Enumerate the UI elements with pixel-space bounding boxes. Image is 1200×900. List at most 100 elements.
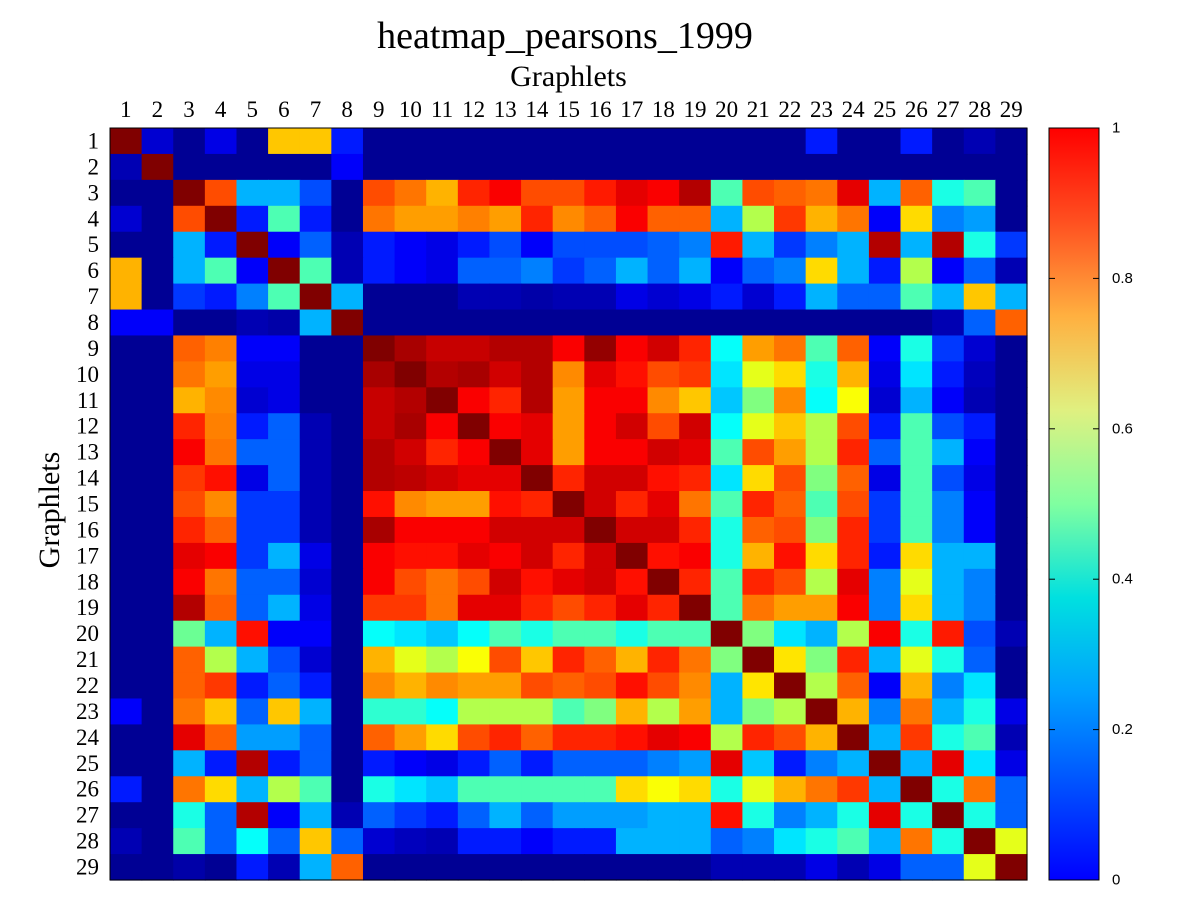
y-tick-label: 2 <box>88 154 100 179</box>
heatmap-cell <box>426 205 459 233</box>
heatmap-cell <box>268 724 301 751</box>
heatmap-cell <box>932 698 965 726</box>
heatmap-cell <box>932 335 965 362</box>
heatmap-cell <box>995 128 1028 155</box>
heatmap-cell <box>963 568 996 596</box>
heatmap-cell <box>394 361 427 388</box>
heatmap-cell <box>679 646 712 674</box>
heatmap-cell <box>110 335 143 362</box>
heatmap-cell <box>204 128 238 155</box>
heatmap-cell <box>742 802 775 829</box>
x-tick-label: 9 <box>373 97 385 122</box>
heatmap-cell <box>837 335 870 362</box>
heatmap-cell <box>521 854 554 881</box>
heatmap-cell <box>963 516 996 544</box>
heatmap-cell <box>679 828 712 855</box>
heatmap-cell <box>584 257 617 285</box>
heatmap-cell <box>204 646 238 674</box>
heatmap-cell <box>552 594 585 622</box>
heatmap-cell <box>932 828 965 855</box>
heatmap-cell <box>236 128 269 155</box>
heatmap-cell <box>900 542 933 570</box>
heatmap-cell <box>932 802 965 829</box>
heatmap-cell <box>995 724 1028 751</box>
heatmap-cell <box>426 724 459 751</box>
heatmap-cell <box>995 776 1028 803</box>
heatmap-cell <box>647 361 680 388</box>
heatmap-cell <box>141 620 174 648</box>
heatmap-cell <box>204 309 238 337</box>
heatmap-cell <box>141 283 174 311</box>
heatmap-cell <box>995 283 1028 311</box>
heatmap-cell <box>141 361 174 388</box>
heatmap-cell <box>299 542 332 570</box>
heatmap-cell <box>615 231 649 259</box>
heatmap-cell <box>299 516 332 544</box>
heatmap-cell <box>489 672 522 700</box>
heatmap-cell <box>647 776 680 803</box>
heatmap-cell <box>204 542 238 570</box>
heatmap-cell <box>426 698 459 726</box>
heatmap-cell <box>426 283 459 311</box>
heatmap-cell <box>774 128 807 155</box>
heatmap-cell <box>742 309 775 337</box>
heatmap-cell <box>204 750 238 777</box>
heatmap-cell <box>110 205 143 233</box>
heatmap-cell <box>394 568 427 596</box>
heatmap-cell <box>868 231 902 259</box>
y-tick-label: 19 <box>76 595 99 620</box>
heatmap-cell <box>173 750 206 777</box>
heatmap-cell <box>615 724 649 751</box>
heatmap-cell <box>173 594 206 622</box>
heatmap-cell <box>837 361 870 388</box>
heatmap-cell <box>426 153 459 181</box>
heatmap-cell <box>615 828 649 855</box>
heatmap-cell <box>299 854 332 881</box>
heatmap-cell <box>552 724 585 751</box>
heatmap-cell <box>331 568 364 596</box>
heatmap-cell <box>457 516 491 544</box>
heatmap-cell <box>932 309 965 337</box>
heatmap-cell <box>268 439 301 466</box>
heatmap-cell <box>489 257 522 285</box>
heatmap-cell <box>963 283 996 311</box>
heatmap-cell <box>647 568 680 596</box>
x-tick-label: 14 <box>525 97 549 122</box>
y-tick-label: 21 <box>76 647 99 672</box>
heatmap-cell <box>868 542 902 570</box>
y-tick-label: 3 <box>88 180 100 205</box>
heatmap-cell <box>584 672 617 700</box>
heatmap-cell <box>141 776 174 803</box>
heatmap-cell <box>932 465 965 492</box>
heatmap-cell <box>742 179 775 207</box>
heatmap-cell <box>521 646 554 674</box>
heatmap-cell <box>110 361 143 388</box>
heatmap-cell <box>457 153 491 181</box>
y-tick-label: 16 <box>76 517 99 542</box>
heatmap-cell <box>236 698 269 726</box>
heatmap-cell <box>426 828 459 855</box>
heatmap-cell <box>236 854 269 881</box>
heatmap-cell <box>584 516 617 544</box>
heatmap-cell <box>362 854 396 881</box>
heatmap-cell <box>805 491 838 518</box>
heatmap-cell <box>552 828 585 855</box>
heatmap-cell <box>742 646 775 674</box>
heatmap-cell <box>742 153 775 181</box>
heatmap-cell <box>426 542 459 570</box>
heatmap-cell <box>679 387 712 414</box>
y-tick-label: 29 <box>76 855 99 880</box>
heatmap-cell <box>805 516 838 544</box>
heatmap-cell <box>584 439 617 466</box>
heatmap-cell <box>837 750 870 777</box>
heatmap-cell <box>963 491 996 518</box>
x-tick-label: 13 <box>494 97 517 122</box>
heatmap-cell <box>584 283 617 311</box>
heatmap-cell <box>299 776 332 803</box>
x-tick-label: 29 <box>1000 97 1023 122</box>
heatmap-cell <box>173 646 206 674</box>
heatmap-cell <box>362 828 396 855</box>
heatmap-cell <box>742 465 775 492</box>
heatmap-cell <box>552 128 585 155</box>
heatmap-cell <box>331 620 364 648</box>
